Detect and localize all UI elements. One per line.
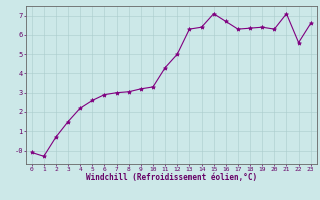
X-axis label: Windchill (Refroidissement éolien,°C): Windchill (Refroidissement éolien,°C): [86, 173, 257, 182]
